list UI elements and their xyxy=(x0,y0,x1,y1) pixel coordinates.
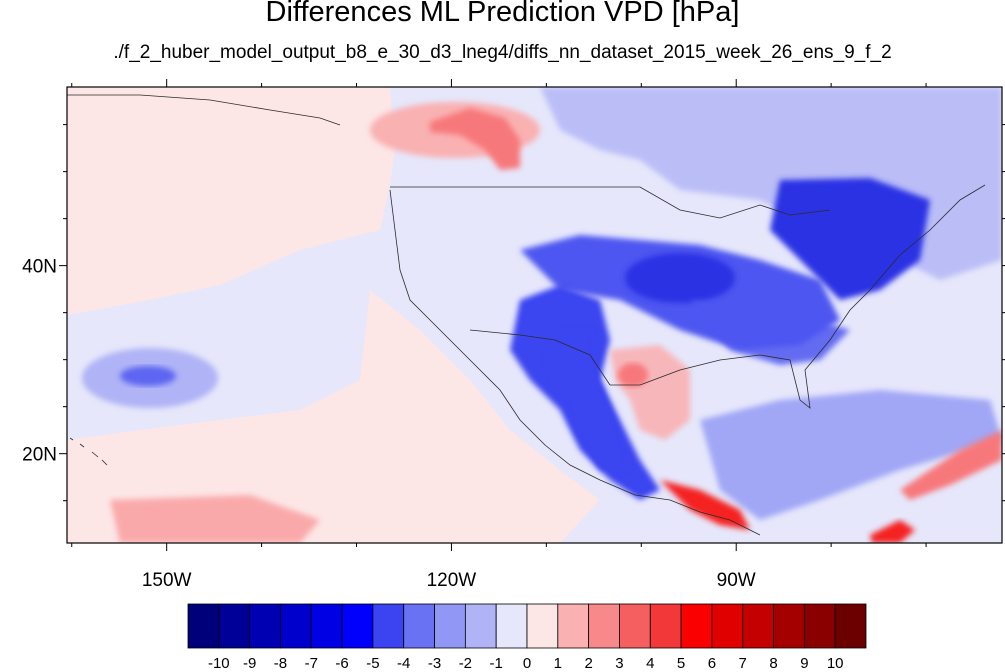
colorbar-swatch xyxy=(218,603,251,649)
region-gulf-of-alaska-red-patch xyxy=(430,108,520,170)
colorbar-label: 6 xyxy=(708,655,716,672)
colorbar-label: -10 xyxy=(208,655,230,672)
colorbar-swatch xyxy=(280,603,312,649)
region-lower-left-lavender xyxy=(110,495,320,543)
colorbar: -10 -9 -8 -7 -6 -5 -4 -3 -2 -1 0 1 2 3 4 5 6 7 8 9 10 xyxy=(187,603,867,672)
hawaii-islands xyxy=(69,437,108,466)
us-mexico-border xyxy=(469,329,611,386)
north-america-west-coast xyxy=(389,189,761,536)
map-frame xyxy=(59,79,1005,551)
colorbar-label: -2 xyxy=(459,655,472,672)
colorbar-swatch xyxy=(341,603,374,649)
region-southern-red-spot xyxy=(870,520,915,543)
colorbar-swatch xyxy=(249,603,281,649)
colorbar-swatch xyxy=(834,603,867,649)
colorbar-swatch xyxy=(803,603,836,649)
colorbar-swatch xyxy=(588,603,620,649)
region-southeast-blue xyxy=(690,300,850,365)
colorbar-label: -9 xyxy=(243,655,256,672)
colorbar-label: 3 xyxy=(615,655,623,672)
colorbar-swatch xyxy=(187,603,220,649)
colorbar-swatch xyxy=(557,603,590,649)
colorbar-label: -5 xyxy=(366,655,379,672)
colorbar-label: 7 xyxy=(739,655,747,672)
colorbar-label: 0 xyxy=(523,655,531,672)
region-northeast-pacific-light-pink xyxy=(67,87,395,315)
region-caribbean-red-streak xyxy=(900,430,1002,500)
region-hawaii-blue-core xyxy=(120,366,176,386)
colorbar-label: -8 xyxy=(274,655,287,672)
colorbar-label: 5 xyxy=(677,655,685,672)
colorbar-label: 9 xyxy=(800,655,808,672)
colorbar-label: 4 xyxy=(646,655,654,672)
map-field xyxy=(67,87,1002,543)
region-central-america-red xyxy=(660,480,750,530)
colorbar-swatch xyxy=(464,603,497,649)
region-caribbean-blue xyxy=(700,390,1002,520)
colorbar-swatch xyxy=(742,603,774,649)
tick-labels: 150W 120W 90W 20N 40N xyxy=(22,257,756,591)
x-tick-label: 90W xyxy=(717,570,756,591)
region-mexico-blue xyxy=(545,330,630,470)
colorbar-label: -4 xyxy=(397,655,410,672)
coastlines xyxy=(67,94,986,536)
map-title: Differences ML Prediction VPD [hPa] xyxy=(265,0,740,28)
region-texas-red-patch xyxy=(618,363,648,387)
colorbar-swatch xyxy=(526,603,559,649)
map-subtitle: ./f_2_huber_model_output_b8_e_30_d3_lneg… xyxy=(113,42,892,63)
colorbar-swatch xyxy=(372,603,405,649)
y-tick-label: 40N xyxy=(22,257,57,278)
colorbar-swatch xyxy=(649,603,682,649)
colorbar-swatch xyxy=(403,603,435,649)
colorbar-label: -3 xyxy=(428,655,441,672)
colorbar-swatch xyxy=(495,603,528,649)
us-canada-border xyxy=(390,186,831,219)
colorbar-label: 2 xyxy=(584,655,592,672)
colorbar-swatch xyxy=(310,603,343,649)
y-tick-label: 20N xyxy=(22,445,57,466)
x-tick-label: 120W xyxy=(427,570,477,591)
region-midwest-dark-blue xyxy=(625,253,735,303)
colorbar-swatch xyxy=(711,603,744,649)
colorbar-label: -1 xyxy=(490,655,503,672)
colorbar-label: 8 xyxy=(769,655,777,672)
x-tick-label: 150W xyxy=(142,570,192,591)
alaska-coast xyxy=(67,94,341,126)
colorbar-swatch xyxy=(434,603,466,649)
colorbar-label: -6 xyxy=(335,655,348,672)
colorbar-label: 10 xyxy=(827,655,844,672)
gulf-coast xyxy=(610,184,986,409)
colorbar-label: -7 xyxy=(305,655,318,672)
colorbar-swatch xyxy=(680,603,713,649)
colorbar-label: 1 xyxy=(554,655,562,672)
colorbar-swatch xyxy=(619,603,651,649)
region-northeast-us-blue xyxy=(770,178,930,300)
colorbar-swatch xyxy=(773,603,805,649)
